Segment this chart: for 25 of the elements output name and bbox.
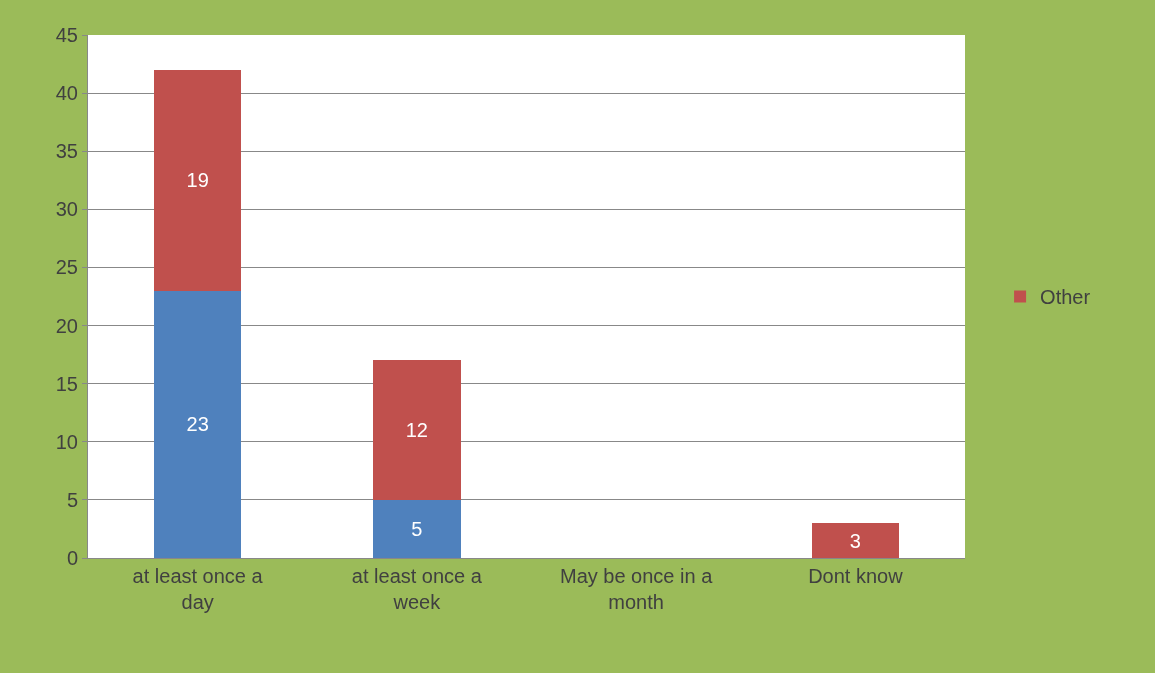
y-tick-label: 35 — [55, 140, 78, 163]
y-tick-label: 15 — [55, 372, 78, 395]
y-tick-label: 30 — [55, 198, 78, 221]
x-tick-label: May be once in a month — [559, 565, 714, 613]
y-tick-label: 45 — [55, 24, 78, 46]
bar — [153, 69, 242, 291]
y-tick-label: 10 — [55, 430, 78, 453]
data-label: 19 — [186, 169, 209, 192]
y-tick-label: 40 — [55, 82, 78, 105]
legend-label: Other — [1040, 286, 1091, 309]
data-label: 5 — [411, 517, 423, 540]
y-tick-label: 0 — [66, 547, 78, 569]
data-label: 3 — [849, 529, 861, 552]
bar — [373, 360, 461, 500]
y-tick-label: 20 — [55, 314, 78, 337]
data-label: 12 — [405, 419, 428, 442]
x-tick-label: Dont know — [808, 565, 904, 587]
x-tick-label: at least once a day — [132, 565, 264, 613]
y-tick-label: 5 — [66, 488, 78, 511]
bar — [811, 523, 900, 558]
y-tick-label: 25 — [55, 256, 78, 279]
x-tick-label: at least once a week — [351, 565, 483, 613]
bar — [153, 290, 242, 558]
data-label: 23 — [186, 413, 209, 436]
bar — [373, 499, 461, 558]
